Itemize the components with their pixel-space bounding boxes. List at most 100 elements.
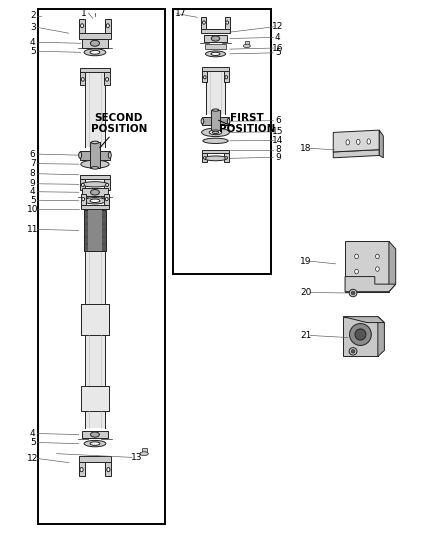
Ellipse shape [204,156,227,161]
Bar [104,179,110,190]
Text: 15: 15 [272,127,283,136]
Polygon shape [378,317,385,357]
Bar [206,67,225,114]
Bar [85,68,106,147]
Ellipse shape [357,139,360,144]
Ellipse shape [205,51,226,57]
Bar [81,304,110,335]
Bar [82,188,108,196]
Ellipse shape [90,442,100,446]
Bar [104,194,110,205]
Text: SECOND
POSITION: SECOND POSITION [91,112,147,134]
Ellipse shape [226,21,229,24]
Text: 1: 1 [81,9,87,18]
Bar [82,431,108,438]
Ellipse shape [204,76,206,79]
Polygon shape [343,317,378,357]
Bar [245,41,249,46]
Text: 2: 2 [30,11,35,20]
Ellipse shape [225,157,227,159]
Ellipse shape [211,52,220,55]
Text: 19: 19 [300,257,312,265]
Ellipse shape [355,329,366,340]
Ellipse shape [201,128,230,136]
Bar [173,10,271,274]
Text: 5: 5 [30,196,35,205]
Text: 5: 5 [275,49,281,58]
Bar [211,110,220,132]
Bar [82,39,108,47]
Ellipse shape [108,152,111,158]
Bar [81,205,110,209]
Bar [202,67,229,71]
Text: 10: 10 [27,205,39,214]
Text: 9: 9 [30,179,35,188]
Ellipse shape [79,152,81,158]
Ellipse shape [80,467,83,472]
Text: 16: 16 [272,44,283,53]
Polygon shape [379,130,383,158]
Ellipse shape [106,183,109,187]
Ellipse shape [81,160,109,168]
Text: 4: 4 [30,38,35,47]
Text: 13: 13 [131,453,142,462]
Text: 20: 20 [300,288,312,297]
Ellipse shape [376,254,379,259]
Ellipse shape [349,289,357,297]
Text: 18: 18 [300,144,312,153]
Ellipse shape [90,51,100,54]
Text: FIRST
POSITION: FIRST POSITION [219,112,276,134]
Ellipse shape [91,141,99,144]
Ellipse shape [81,78,84,81]
Bar [79,34,111,38]
Text: 7: 7 [30,159,35,168]
Text: 5: 5 [30,47,35,56]
Bar [201,29,230,33]
Ellipse shape [202,21,205,24]
Ellipse shape [351,291,355,295]
Text: 17: 17 [175,9,187,18]
Bar [104,72,110,85]
Polygon shape [343,317,385,322]
Ellipse shape [84,440,106,447]
Ellipse shape [203,138,228,143]
Ellipse shape [376,266,379,271]
Text: 12: 12 [27,454,39,463]
Bar [224,71,229,82]
Text: 3: 3 [30,23,35,32]
Ellipse shape [106,78,109,81]
Text: 8: 8 [30,169,35,178]
Bar [80,175,110,179]
Ellipse shape [105,198,108,200]
Bar [85,411,106,428]
Ellipse shape [204,157,206,159]
Polygon shape [333,130,379,152]
Ellipse shape [346,140,350,145]
Ellipse shape [349,348,357,355]
Text: 8: 8 [275,146,281,155]
Bar [201,17,206,29]
Bar [81,194,86,205]
Bar [80,179,85,190]
Ellipse shape [355,254,358,259]
Bar [79,462,85,476]
Bar [90,142,100,168]
Text: 4: 4 [30,187,35,196]
Ellipse shape [244,44,251,47]
Ellipse shape [212,109,219,111]
Bar [105,19,111,34]
Ellipse shape [209,130,222,135]
Bar [80,72,85,85]
Ellipse shape [106,24,110,28]
Ellipse shape [91,167,99,169]
Polygon shape [345,241,389,292]
Text: 12: 12 [272,22,283,31]
Bar [84,211,106,251]
Text: 21: 21 [300,331,312,340]
Ellipse shape [81,183,84,187]
Ellipse shape [212,131,219,133]
Text: 4: 4 [30,429,35,438]
Bar [88,211,102,251]
Bar [202,71,207,82]
Bar [106,462,111,476]
